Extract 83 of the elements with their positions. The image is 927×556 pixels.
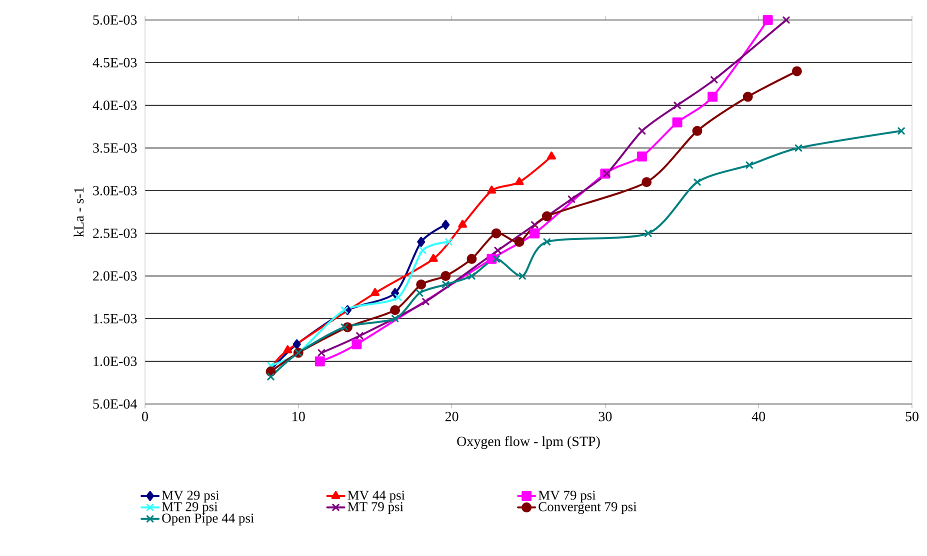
point (267, 362, 274, 370)
point (637, 152, 648, 162)
legend-label: MV 29 psi (162, 490, 220, 503)
point (390, 305, 400, 316)
point (518, 272, 526, 280)
point (292, 339, 301, 350)
x-tick-label: 40 (752, 412, 766, 422)
point (672, 117, 682, 128)
point (782, 16, 790, 24)
point (314, 356, 325, 366)
point (417, 236, 426, 247)
x-axis-title: Oxygen flow - lpm (STP) (457, 436, 600, 449)
point (530, 228, 540, 238)
point (568, 196, 576, 203)
legend-label: Convergent 79 psi (538, 502, 637, 514)
point (642, 177, 652, 188)
x-tick-label: 0 (142, 412, 148, 422)
y-tick-label: 5.0E-04 (93, 399, 137, 409)
point (742, 92, 753, 102)
point (531, 221, 538, 228)
x-tick-label: 10 (292, 412, 305, 422)
point (428, 254, 438, 262)
y-tick-label: 4.0E-03 (92, 100, 137, 110)
y-tick-label: 2.5E-03 (93, 228, 137, 238)
point (352, 339, 362, 350)
point (644, 230, 652, 237)
legend-label: Open Pipe 44 psi (162, 514, 254, 526)
legend-label: MT 79 psi (348, 502, 404, 514)
point (638, 127, 646, 135)
point (442, 280, 450, 288)
point (514, 236, 524, 247)
point (391, 315, 399, 322)
x-tick-label: 30 (598, 412, 612, 422)
point (603, 170, 610, 178)
y-tick-label: 2.0E-03 (93, 271, 137, 281)
point (794, 144, 802, 152)
point (394, 294, 402, 301)
y-tick-label: 5.0E-03 (93, 15, 137, 25)
point (267, 373, 274, 380)
point (487, 186, 496, 194)
point (466, 254, 477, 264)
point (708, 92, 718, 102)
legend-label: MV 44 psi (348, 490, 405, 503)
point (792, 66, 802, 76)
x-tick-label: 50 (906, 412, 918, 422)
point (422, 298, 430, 306)
point (547, 152, 556, 160)
point (370, 288, 380, 296)
point (442, 220, 450, 230)
point (494, 246, 502, 254)
point (445, 238, 452, 246)
point (514, 177, 524, 186)
point (340, 306, 348, 314)
point (762, 14, 773, 25)
y-tick-label: 1.0E-03 (94, 356, 137, 366)
x-tick-label: 20 (445, 412, 458, 422)
point (694, 178, 701, 186)
y-axis-title: kLa - s-1 (74, 188, 84, 237)
point (746, 161, 754, 169)
point (416, 289, 424, 297)
point (542, 211, 552, 222)
point (543, 238, 551, 246)
point (419, 246, 426, 254)
point (692, 126, 702, 136)
point (710, 76, 718, 84)
point (440, 270, 451, 281)
point (674, 102, 681, 109)
point (468, 272, 476, 280)
point (491, 228, 502, 238)
y-tick-label: 3.5E-03 (93, 143, 137, 153)
point (416, 280, 426, 290)
point (283, 345, 292, 354)
y-tick-label: 4.5E-03 (92, 58, 137, 68)
point (318, 349, 326, 356)
point (458, 220, 468, 228)
y-tick-label: 3.0E-03 (93, 186, 137, 196)
point (898, 127, 905, 135)
y-tick-label: 1.5E-03 (94, 314, 137, 324)
legend-label: MV 79 psi (538, 490, 596, 503)
legend-label: MT 29 psi (162, 502, 218, 514)
point (356, 332, 364, 340)
point (492, 255, 500, 263)
point (340, 324, 348, 331)
